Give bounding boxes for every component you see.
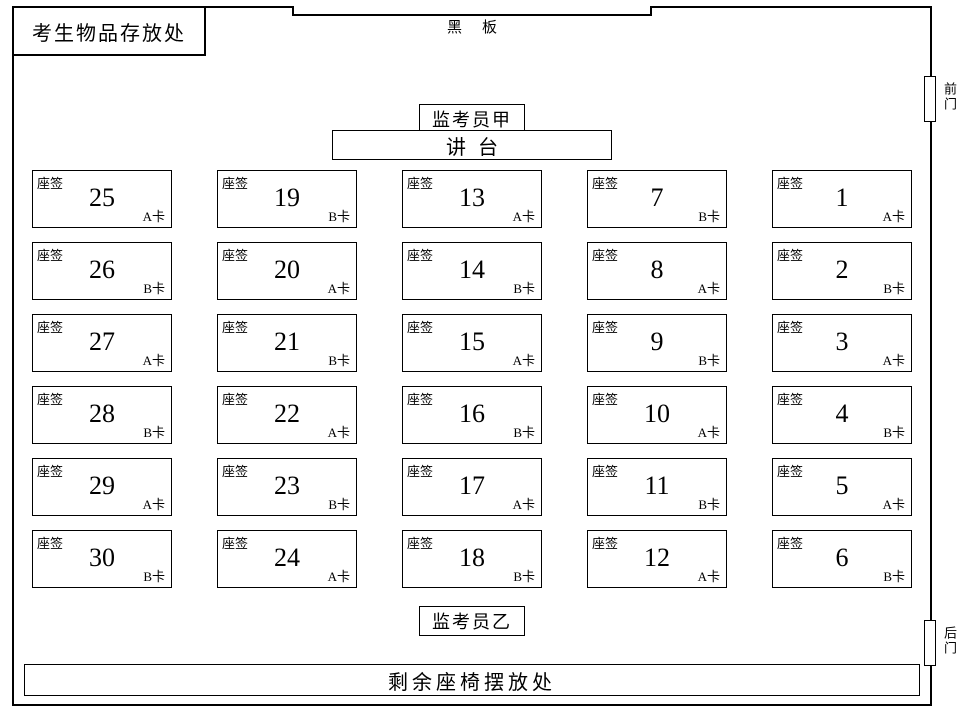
seat-card-type: A卡 — [328, 278, 350, 297]
seat-card-type: A卡 — [328, 422, 350, 441]
seat-15: 座签15A卡 — [402, 314, 542, 372]
proctor-b-box: 监考员乙 — [419, 606, 525, 636]
seat-card-type: A卡 — [883, 494, 905, 513]
seat-10: 座签10A卡 — [587, 386, 727, 444]
seat-16: 座签16B卡 — [402, 386, 542, 444]
seat-17: 座签17A卡 — [402, 458, 542, 516]
seat-card-type: B卡 — [883, 278, 905, 297]
seat-6: 座签6B卡 — [772, 530, 912, 588]
seat-24: 座签24A卡 — [217, 530, 357, 588]
back-door-label: 后门 — [942, 626, 956, 656]
seat-card-type: A卡 — [143, 206, 165, 225]
seat-card-type: A卡 — [883, 350, 905, 369]
seat-19: 座签19B卡 — [217, 170, 357, 228]
seat-23: 座签23B卡 — [217, 458, 357, 516]
seat-1: 座签1A卡 — [772, 170, 912, 228]
room-border: 考生物品存放处 黑板 监考员甲 讲台 座签25A卡座签19B卡座签13A卡座签7… — [12, 6, 932, 706]
seat-card-type: A卡 — [143, 350, 165, 369]
seat-card-type: A卡 — [143, 494, 165, 513]
seat-card-type: B卡 — [698, 206, 720, 225]
proctor-a-label: 监考员甲 — [432, 110, 512, 130]
seat-card-type: B卡 — [143, 566, 165, 585]
seat-card-type: A卡 — [698, 278, 720, 297]
seat-card-type: B卡 — [698, 350, 720, 369]
seat-11: 座签11B卡 — [587, 458, 727, 516]
seat-5: 座签5A卡 — [772, 458, 912, 516]
spare-chairs-box: 剩余座椅摆放处 — [24, 664, 920, 696]
seat-8: 座签8A卡 — [587, 242, 727, 300]
seat-card-type: B卡 — [328, 494, 350, 513]
front-door-label: 前门 — [942, 82, 956, 112]
seat-4: 座签4B卡 — [772, 386, 912, 444]
seat-card-type: B卡 — [513, 278, 535, 297]
blackboard-label: 黑板 — [427, 16, 517, 37]
seat-card-type: B卡 — [883, 566, 905, 585]
seat-12: 座签12A卡 — [587, 530, 727, 588]
seat-25: 座签25A卡 — [32, 170, 172, 228]
proctor-b-label: 监考员乙 — [432, 612, 512, 632]
seat-card-type: A卡 — [513, 350, 535, 369]
seat-card-type: B卡 — [328, 206, 350, 225]
seat-card-type: A卡 — [513, 494, 535, 513]
seat-card-type: A卡 — [328, 566, 350, 585]
seat-2: 座签2B卡 — [772, 242, 912, 300]
seat-card-type: B卡 — [883, 422, 905, 441]
seat-7: 座签7B卡 — [587, 170, 727, 228]
seat-card-type: B卡 — [513, 422, 535, 441]
seat-card-type: B卡 — [513, 566, 535, 585]
seat-9: 座签9B卡 — [587, 314, 727, 372]
blackboard-slot — [292, 6, 652, 16]
podium-box: 讲台 — [332, 130, 612, 160]
seat-card-type: B卡 — [698, 494, 720, 513]
seat-14: 座签14B卡 — [402, 242, 542, 300]
seat-29: 座签29A卡 — [32, 458, 172, 516]
back-door — [924, 620, 936, 666]
seat-22: 座签22A卡 — [217, 386, 357, 444]
seat-grid: 座签25A卡座签19B卡座签13A卡座签7B卡座签1A卡座签26B卡座签20A卡… — [32, 170, 912, 588]
seat-card-type: A卡 — [698, 566, 720, 585]
seat-card-type: B卡 — [328, 350, 350, 369]
front-door — [924, 76, 936, 122]
seat-13: 座签13A卡 — [402, 170, 542, 228]
seat-card-type: B卡 — [143, 278, 165, 297]
seat-card-type: B卡 — [143, 422, 165, 441]
seat-20: 座签20A卡 — [217, 242, 357, 300]
storage-box: 考生物品存放处 — [12, 6, 206, 56]
seat-card-type: A卡 — [513, 206, 535, 225]
podium-label: 讲台 — [434, 131, 510, 160]
spare-chairs-label: 剩余座椅摆放处 — [388, 666, 556, 695]
seat-3: 座签3A卡 — [772, 314, 912, 372]
storage-label: 考生物品存放处 — [32, 17, 186, 46]
seat-card-type: A卡 — [883, 206, 905, 225]
seat-27: 座签27A卡 — [32, 314, 172, 372]
seat-18: 座签18B卡 — [402, 530, 542, 588]
seat-28: 座签28B卡 — [32, 386, 172, 444]
seat-21: 座签21B卡 — [217, 314, 357, 372]
seat-30: 座签30B卡 — [32, 530, 172, 588]
seat-26: 座签26B卡 — [32, 242, 172, 300]
seat-card-type: A卡 — [698, 422, 720, 441]
exam-room-layout: 考生物品存放处 黑板 监考员甲 讲台 座签25A卡座签19B卡座签13A卡座签7… — [0, 0, 960, 720]
